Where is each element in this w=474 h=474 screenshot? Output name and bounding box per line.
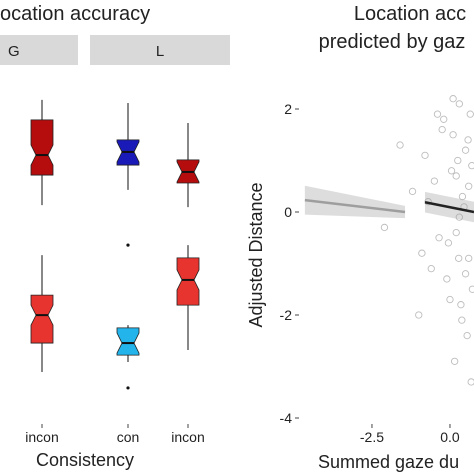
point: [447, 167, 456, 175]
point: [458, 192, 467, 201]
point: [452, 228, 460, 237]
x-tick-label: con: [117, 429, 140, 445]
point: [424, 198, 432, 206]
point: [408, 187, 417, 196]
box: [30, 294, 54, 344]
y-tick-label: -2: [280, 307, 293, 323]
outlier: [126, 243, 130, 247]
facet-label: L: [156, 43, 164, 60]
point: [467, 378, 474, 386]
point: [457, 301, 465, 309]
point: [446, 295, 454, 304]
y-tick-label: -4: [280, 410, 293, 426]
x-tick-label: 0.0: [440, 429, 460, 445]
box: [116, 327, 140, 356]
y-tick-label: 2: [284, 101, 292, 117]
x-tick-label: incon: [171, 429, 204, 445]
point: [465, 182, 473, 190]
point: [396, 141, 404, 149]
left-title: ocation accuracy: [0, 3, 150, 25]
fit-line: [304, 198, 406, 214]
scatter-plot: [304, 95, 474, 386]
point: [430, 177, 439, 185]
point: [427, 264, 435, 273]
point: [438, 125, 446, 134]
y-tick-label: 0: [284, 204, 292, 220]
x-tick-label: -2.5: [360, 429, 384, 445]
box: [176, 257, 200, 306]
right-title: Location acc: [354, 3, 466, 25]
point: [433, 110, 442, 118]
point: [444, 239, 453, 247]
point: [463, 331, 471, 340]
point: [455, 213, 463, 221]
point: [468, 162, 474, 170]
facet-label: G: [8, 43, 20, 60]
point: [454, 156, 462, 165]
point: [452, 172, 460, 180]
point: [455, 100, 463, 108]
right-title: predicted by gaz: [319, 31, 466, 53]
point: [421, 151, 429, 160]
point: [468, 285, 474, 293]
x-axis-title: Consistency: [36, 450, 134, 470]
point: [440, 115, 448, 123]
facet-strip: [0, 35, 78, 65]
point: [380, 223, 389, 232]
point: [449, 131, 457, 139]
point: [418, 249, 426, 257]
box: [30, 119, 54, 176]
x-tick-label: incon: [25, 429, 58, 445]
point: [461, 270, 470, 278]
point: [464, 136, 472, 144]
point: [435, 234, 443, 242]
point: [415, 311, 423, 319]
outlier: [126, 386, 130, 390]
x-axis-title: Summed gaze du: [318, 452, 459, 472]
point: [458, 316, 466, 324]
point: [461, 146, 470, 154]
point: [455, 254, 463, 263]
fit-line: [424, 200, 474, 214]
facet-strip: [90, 35, 230, 65]
point: [449, 95, 457, 103]
point: [443, 275, 451, 283]
y-axis-title: Adjusted Distance: [246, 182, 266, 327]
point: [451, 357, 459, 365]
point: [466, 110, 474, 118]
point: [465, 254, 473, 263]
